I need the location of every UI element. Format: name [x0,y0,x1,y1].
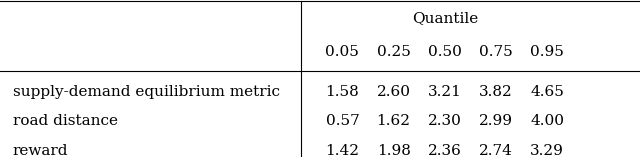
Text: 2.36: 2.36 [428,143,461,157]
Text: 0.57: 0.57 [326,114,359,128]
Text: 1.42: 1.42 [325,143,360,157]
Text: 1.58: 1.58 [326,84,359,98]
Text: 4.65: 4.65 [531,84,564,98]
Text: 0.50: 0.50 [428,45,461,59]
Text: supply-demand equilibrium metric: supply-demand equilibrium metric [13,84,280,98]
Text: 0.25: 0.25 [377,45,410,59]
Text: 2.74: 2.74 [479,143,513,157]
Text: road distance: road distance [13,114,118,128]
Text: 2.30: 2.30 [428,114,461,128]
Text: 3.29: 3.29 [531,143,564,157]
Text: 0.75: 0.75 [479,45,513,59]
Text: Quantile: Quantile [412,11,478,25]
Text: 1.62: 1.62 [376,114,411,128]
Text: 0.95: 0.95 [531,45,564,59]
Text: 2.60: 2.60 [376,84,411,98]
Text: 0.05: 0.05 [326,45,359,59]
Text: 3.82: 3.82 [479,84,513,98]
Text: 4.00: 4.00 [530,114,564,128]
Text: 2.99: 2.99 [479,114,513,128]
Text: 3.21: 3.21 [428,84,461,98]
Text: reward: reward [13,143,68,157]
Text: 1.98: 1.98 [377,143,410,157]
